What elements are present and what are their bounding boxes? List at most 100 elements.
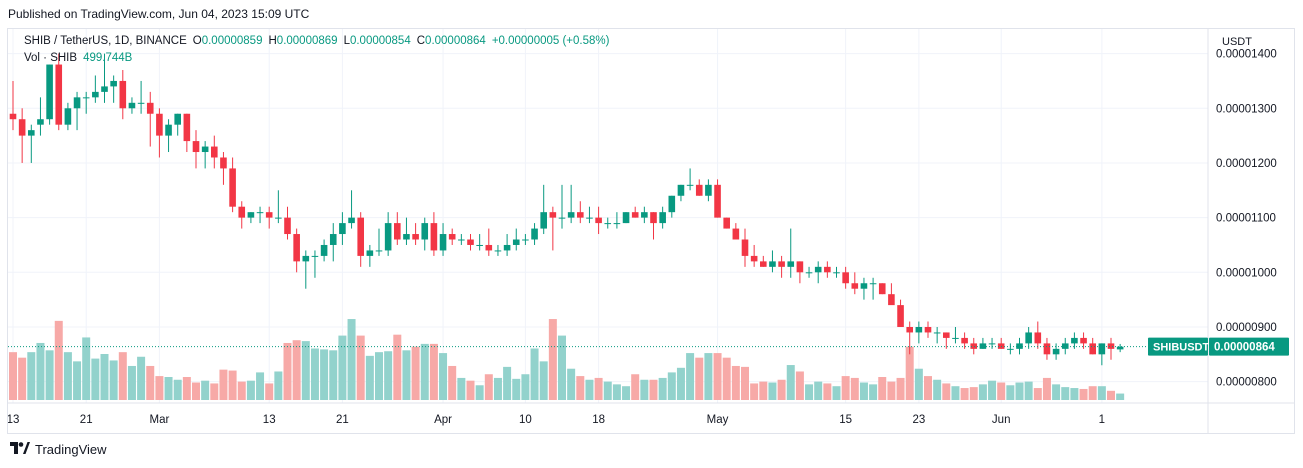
price-tick-label: 0.00001400	[1216, 49, 1277, 61]
legend-symbol[interactable]: SHIB / TetherUS, 1D, BINANCE	[24, 35, 187, 47]
volume-bar	[439, 353, 448, 400]
candle-body	[366, 250, 374, 256]
price-tag: 0.00000864	[1214, 342, 1275, 354]
footer-branding[interactable]: TradingView	[10, 442, 107, 457]
volume-bar	[91, 358, 100, 400]
chart-frame[interactable]: USDT 0.00001400 0.00001300 0.00001200 0.0000…	[7, 28, 1295, 434]
volume-bar	[823, 383, 832, 400]
legend-open-label: O	[192, 35, 202, 47]
candle-body	[805, 272, 813, 274]
legend-volume-value: 499.744B	[83, 52, 133, 64]
candle-body	[952, 337, 959, 339]
volume-bar	[338, 335, 347, 400]
candle-body	[192, 141, 200, 153]
candle-body	[933, 332, 941, 334]
volume-bar	[127, 365, 136, 400]
volume-bar	[924, 376, 932, 400]
legend-open-value: 0.00000859	[201, 35, 263, 47]
candle-body	[915, 326, 923, 333]
volume-bar	[1033, 388, 1042, 400]
candle-body	[732, 228, 740, 240]
volume-bar	[155, 376, 164, 400]
candle-body	[824, 266, 831, 273]
volume-bar	[1116, 393, 1125, 400]
candle-body	[165, 124, 172, 136]
candle-body	[1107, 343, 1115, 349]
volume-bar	[9, 352, 17, 400]
legend-low-label: L	[343, 35, 350, 47]
candle-body	[760, 261, 767, 267]
volume-bar	[658, 377, 667, 400]
candle-body	[1061, 343, 1069, 349]
volume-bar	[887, 381, 896, 400]
volume-bar	[933, 379, 942, 400]
volume-bar	[1079, 388, 1088, 400]
candle-body	[1080, 337, 1087, 344]
time-tick-label: 21	[336, 414, 349, 426]
volume-bar	[631, 374, 640, 400]
volume-bar	[292, 340, 301, 400]
volume-bar	[301, 341, 310, 400]
candle-body	[622, 212, 630, 224]
volume-bar	[164, 377, 173, 400]
candle-body	[1052, 348, 1060, 355]
candle-body	[421, 223, 429, 240]
volume-bar	[951, 386, 960, 400]
legend-volume-label[interactable]: Vol · SHIB	[24, 52, 78, 64]
volume-bar	[100, 354, 109, 400]
time-tick-label: 10	[519, 414, 532, 426]
published-caption: Published on TradingView.com, Jun 04, 20…	[8, 7, 310, 21]
candle-body	[476, 244, 483, 246]
volume-bar	[27, 352, 36, 400]
ohlc-legend: SHIB / TetherUS, 1D, BINANCE O0.00000859 H…	[24, 35, 615, 47]
volume-bar	[228, 370, 237, 400]
volume-bar	[1015, 382, 1024, 400]
candle-body	[787, 261, 795, 267]
candle-body	[705, 184, 712, 196]
candle-body	[641, 212, 648, 218]
candle-body	[46, 64, 53, 120]
volume-bar	[1052, 384, 1061, 400]
candle-body	[73, 97, 81, 109]
volume-bar	[182, 377, 191, 400]
volume-bar	[219, 369, 228, 400]
volume-bar	[814, 381, 823, 400]
candle-body	[357, 217, 364, 256]
candle-body	[668, 195, 676, 213]
volume-bar	[329, 350, 338, 400]
candle-body	[302, 255, 310, 262]
candle-body	[897, 305, 904, 327]
volume-bar	[603, 381, 612, 400]
candle-body	[522, 239, 529, 241]
time-tick-label: 1	[1099, 414, 1105, 426]
candle-body	[1016, 343, 1023, 349]
candle-body	[549, 212, 557, 218]
candle-body	[448, 234, 456, 240]
volume-bar	[503, 366, 512, 400]
candle-body	[961, 337, 968, 344]
volume-bar	[402, 350, 411, 400]
candle-body	[1034, 332, 1042, 344]
volume-bar	[237, 381, 246, 400]
volume-bar	[1006, 385, 1015, 400]
candle-body	[220, 157, 227, 169]
candle-body	[595, 217, 602, 224]
candle-body	[1116, 346, 1124, 350]
candle-body	[723, 217, 730, 229]
volume-bar	[594, 377, 603, 400]
legend-high-label: H	[268, 35, 277, 47]
candle-body	[119, 80, 127, 109]
volume-bar	[384, 351, 393, 400]
candle-body	[430, 223, 438, 251]
candle-body	[531, 228, 538, 240]
candle-body	[997, 343, 1005, 349]
candle-body	[265, 212, 273, 218]
legend-change-value: +0.00000005 (+0.58%)	[491, 35, 610, 47]
candle-body	[943, 332, 950, 338]
volume-bar	[576, 376, 585, 400]
candle-body	[778, 261, 785, 267]
volume-bar	[356, 335, 365, 400]
candle-body	[329, 234, 337, 245]
candle-body	[339, 223, 346, 235]
